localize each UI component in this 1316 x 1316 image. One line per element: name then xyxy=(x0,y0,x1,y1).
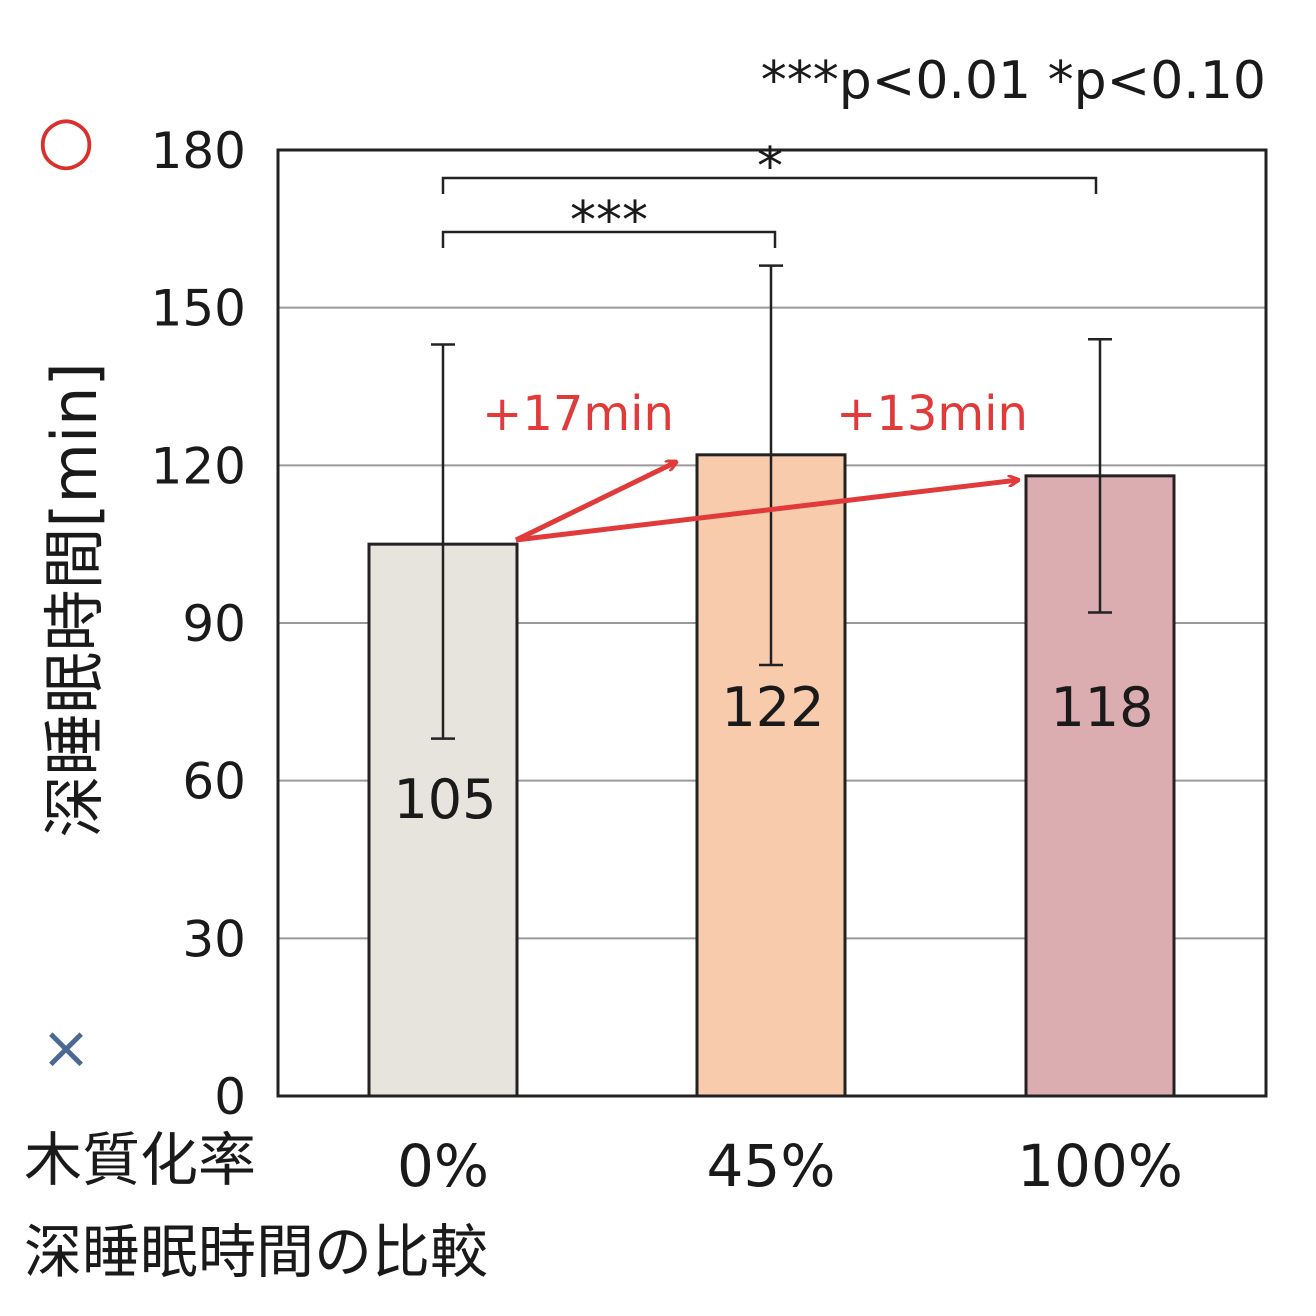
annotation-label-1: +17min xyxy=(482,386,674,442)
x-category-label: 45% xyxy=(707,1132,836,1200)
y-tick-label: 0 xyxy=(214,1068,246,1126)
significance-bracket-2 xyxy=(441,176,1098,194)
y-axis-label: 深睡眠時間[min] xyxy=(38,362,111,837)
x-category-label: 100% xyxy=(1017,1132,1183,1200)
y-tick-label: 60 xyxy=(182,753,246,811)
y-tick-label: 120 xyxy=(151,437,246,495)
x-category-label: 0% xyxy=(397,1132,489,1200)
bar-value-label: 118 xyxy=(1050,676,1153,739)
plot-frame xyxy=(276,148,1268,1098)
y-tick-label: 30 xyxy=(182,910,246,968)
increase-arrow-100 xyxy=(515,480,1018,543)
annotation-label-2: +13min xyxy=(836,386,1028,442)
error-bar xyxy=(1088,337,1112,614)
bar-value-label: 122 xyxy=(721,676,824,739)
significance-note: ***p<0.01 *p<0.10 xyxy=(761,51,1266,111)
x-axis-label: 木質化率 xyxy=(24,1126,256,1194)
y-tick-label: 150 xyxy=(151,280,246,338)
significance-bracket-1 xyxy=(441,230,777,248)
significance-label-2: * xyxy=(757,137,783,197)
cross-mark-icon: × xyxy=(41,1013,91,1083)
circle-mark-icon: ○ xyxy=(37,101,95,178)
error-bar xyxy=(431,343,455,740)
y-tick-label: 180 xyxy=(151,122,246,180)
error-bar xyxy=(759,264,783,667)
chart-caption: 深睡眠時間の比較 xyxy=(24,1218,488,1286)
significance-label-1: *** xyxy=(570,191,648,251)
increase-arrow-45 xyxy=(514,462,676,543)
bar-value-label: 105 xyxy=(393,768,496,831)
y-tick-label: 90 xyxy=(182,595,246,653)
